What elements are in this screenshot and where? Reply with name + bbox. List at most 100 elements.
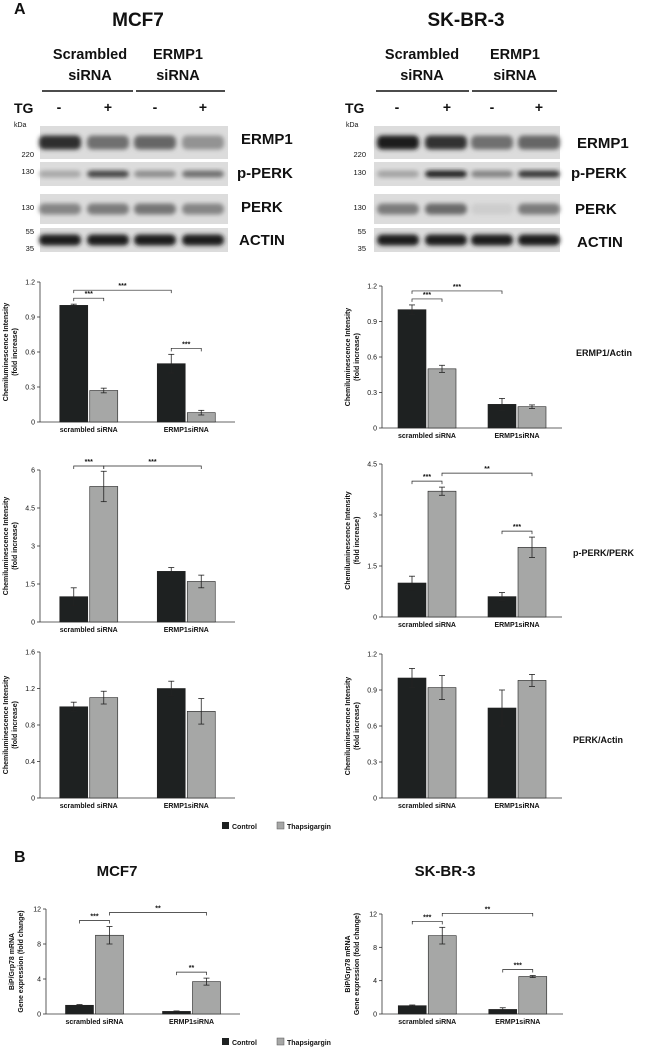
- bar-thapsigargin: [186, 581, 216, 623]
- y-axis-label-line1: BiP/Grp78 mRNA: [345, 935, 352, 992]
- significance-bracket: [411, 480, 443, 485]
- significance-marker: ***: [513, 524, 521, 531]
- blot-band: [518, 170, 560, 178]
- chart-skbr3-pperk-perk: 0 1.5 3 4.5 Chemiluminescence Intensity (fold…: [345, 462, 562, 629]
- mw-marker: 130: [21, 167, 34, 176]
- bar-thapsigargin: [427, 490, 457, 618]
- significance-bracket: [73, 465, 105, 469]
- x-category-label: scrambled siRNA: [60, 427, 118, 434]
- group-label-scrambled-line2: siRNA: [68, 68, 112, 84]
- chart-mcf7-bip-mrna: 0 4 8 12 BiP/Grp78 mRNA Gene expression (fold…: [9, 906, 240, 1026]
- x-category-label: ERMP1siRNA: [495, 1019, 540, 1026]
- kda-label: kDa: [14, 122, 27, 129]
- blot-band: [377, 135, 419, 150]
- y-tick-label: 1.2: [367, 652, 377, 659]
- y-tick-label: 0: [31, 620, 35, 627]
- treatment-sign: -: [153, 99, 158, 115]
- significance-bracket: [73, 297, 105, 302]
- y-tick-label: 0.9: [25, 315, 35, 322]
- bar-control: [59, 706, 89, 799]
- blot-band: [425, 203, 467, 215]
- chart-skbr3-perk-actin: 0 0.3 0.6 0.9 1.2 Chemiluminescence Intensity…: [345, 652, 562, 810]
- tg-label: TG: [14, 100, 34, 116]
- significance-marker: ***: [85, 459, 93, 466]
- significance-bracket: [79, 920, 110, 924]
- blot-image-mcf7: [39, 126, 228, 252]
- blot-section-mcf7: MCF7 Scrambled siRNA ERMP1 siRNA TG - + …: [14, 10, 293, 253]
- bar-control: [65, 1004, 94, 1015]
- legend-label-control: Control: [232, 824, 257, 831]
- x-category-label: ERMP1siRNA: [164, 627, 209, 634]
- y-tick-label: 0: [31, 420, 35, 427]
- y-tick-label: 12: [369, 912, 377, 919]
- significance-marker: ***: [514, 963, 522, 970]
- x-category-label: scrambled siRNA: [398, 622, 456, 629]
- mw-marker: 220: [353, 150, 366, 159]
- y-tick-label: 1.2: [367, 284, 377, 291]
- y-tick-label: 0.9: [367, 319, 377, 326]
- legend-swatch-control: [222, 1038, 229, 1045]
- y-tick-label: 1.5: [25, 582, 35, 589]
- blot-band: [87, 234, 129, 246]
- significance-bracket: [501, 530, 533, 535]
- y-tick-label: 3: [373, 513, 377, 520]
- blot-band: [182, 135, 224, 150]
- treatment-sign: -: [490, 99, 495, 115]
- y-axis-label-line2: (fold increase): [12, 328, 19, 376]
- y-tick-label: 1.5: [367, 564, 377, 571]
- significance-bracket: [441, 472, 533, 477]
- bar-thapsigargin: [517, 406, 547, 429]
- y-tick-label: 8: [373, 945, 377, 952]
- blot-band: [39, 234, 81, 246]
- significance-bracket: [103, 465, 202, 469]
- legend-label-thapsigargin: Thapsigargin: [287, 1040, 331, 1047]
- y-axis-label-line2: (fold increase): [12, 522, 19, 570]
- x-category-label: ERMP1siRNA: [494, 433, 539, 440]
- significance-bracket: [411, 298, 443, 302]
- bar-thapsigargin: [89, 390, 119, 423]
- bar-thapsigargin: [517, 680, 547, 799]
- significance-marker: **: [189, 965, 195, 972]
- bar-thapsigargin: [517, 546, 547, 618]
- x-category-label: scrambled siRNA: [60, 627, 118, 634]
- y-axis-label-line2: (fold increase): [12, 701, 19, 749]
- blot-image-skbr3: [374, 126, 560, 252]
- chart-mcf7-pperk-perk: 0 1.5 3 4.5 6 Chemiluminescence Intensity (fol…: [3, 459, 235, 634]
- significance-marker: ***: [148, 459, 156, 466]
- y-tick-label: 1.2: [25, 280, 35, 287]
- group-label-scrambled-line2: siRNA: [400, 68, 444, 84]
- blot-band: [425, 170, 467, 178]
- x-category-label: ERMP1siRNA: [494, 622, 539, 629]
- significance-marker: ***: [423, 914, 431, 921]
- y-tick-label: 0: [373, 796, 377, 803]
- y-axis-label-line1: BiP/Grp78 mRNA: [9, 933, 16, 990]
- significance-marker: ***: [453, 284, 461, 291]
- y-tick-label: 4: [373, 978, 377, 985]
- blot-band: [87, 203, 129, 215]
- y-tick-label: 0.3: [25, 385, 35, 392]
- legend-swatch-thapsigargin: [276, 821, 285, 830]
- y-tick-label: 0.8: [25, 723, 35, 730]
- significance-bracket: [441, 912, 534, 917]
- ratio-label-ermp1-actin: ERMP1/Actin: [576, 348, 632, 358]
- y-axis-label-line2: (fold increase): [354, 517, 361, 565]
- significance-marker: **: [485, 906, 491, 913]
- y-tick-label: 0: [37, 1012, 41, 1019]
- legend-swatch-control: [222, 822, 229, 829]
- significance-marker: **: [484, 466, 490, 473]
- bar-thapsigargin: [186, 711, 216, 799]
- y-axis-label-line2: Gene expression (fold change): [18, 910, 25, 1012]
- bar-thapsigargin: [427, 687, 457, 799]
- y-tick-label: 3: [31, 544, 35, 551]
- blot-band: [134, 234, 176, 246]
- y-tick-label: 0.4: [25, 759, 35, 766]
- tg-label: TG: [345, 100, 365, 116]
- panel-a-letter: A: [14, 1, 26, 18]
- blot-band: [87, 135, 129, 150]
- blot-band: [471, 170, 513, 178]
- blot-band: [182, 234, 224, 246]
- legend-label-control: Control: [232, 1040, 257, 1047]
- blot-band: [377, 234, 419, 246]
- kda-label: kDa: [346, 122, 359, 129]
